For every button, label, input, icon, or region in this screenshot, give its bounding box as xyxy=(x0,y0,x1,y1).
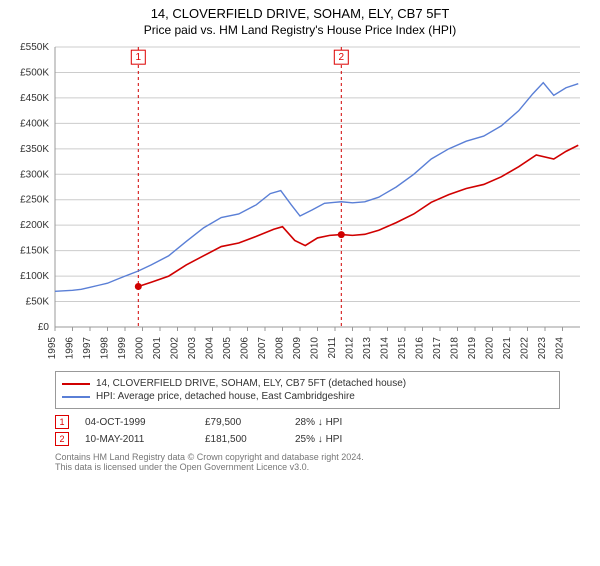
sale-delta: 28% ↓ HPI xyxy=(295,417,385,428)
svg-text:2012: 2012 xyxy=(345,337,356,360)
svg-text:2018: 2018 xyxy=(450,337,461,360)
svg-text:2008: 2008 xyxy=(275,337,286,360)
svg-text:1995: 1995 xyxy=(47,337,58,360)
svg-text:2009: 2009 xyxy=(292,337,303,360)
svg-text:£350K: £350K xyxy=(20,144,49,155)
svg-text:£150K: £150K xyxy=(20,246,49,257)
svg-text:2021: 2021 xyxy=(502,337,513,360)
svg-text:1998: 1998 xyxy=(100,337,111,360)
marker-label-2: 2 xyxy=(339,52,345,63)
svg-text:1997: 1997 xyxy=(82,337,93,360)
svg-text:2007: 2007 xyxy=(257,337,268,360)
sale-price: £79,500 xyxy=(205,417,295,428)
svg-text:2002: 2002 xyxy=(170,337,181,360)
sale-price: £181,500 xyxy=(205,434,295,445)
svg-text:£0: £0 xyxy=(38,322,50,333)
sale-row: 1 04-OCT-1999£79,50028% ↓ HPI xyxy=(55,415,560,429)
svg-text:2015: 2015 xyxy=(397,337,408,360)
footer-attribution: Contains HM Land Registry data © Crown c… xyxy=(55,452,560,472)
svg-text:2003: 2003 xyxy=(187,337,198,360)
svg-text:2001: 2001 xyxy=(152,337,163,360)
svg-text:1999: 1999 xyxy=(117,337,128,360)
svg-text:2022: 2022 xyxy=(520,337,531,360)
legend-box: 14, CLOVERFIELD DRIVE, SOHAM, ELY, CB7 5… xyxy=(55,371,560,409)
svg-text:2014: 2014 xyxy=(380,337,391,360)
legend-swatch xyxy=(62,383,90,385)
sale-marker-box: 2 xyxy=(55,432,69,446)
footer-line1: Contains HM Land Registry data © Crown c… xyxy=(55,452,560,462)
svg-text:2019: 2019 xyxy=(467,337,478,360)
sale-marker-box: 1 xyxy=(55,415,69,429)
svg-text:2017: 2017 xyxy=(432,337,443,360)
svg-text:£50K: £50K xyxy=(26,297,50,308)
sale-row: 2 10-MAY-2011£181,50025% ↓ HPI xyxy=(55,432,560,446)
chart-title-address: 14, CLOVERFIELD DRIVE, SOHAM, ELY, CB7 5… xyxy=(0,6,600,21)
svg-text:£250K: £250K xyxy=(20,195,49,206)
svg-text:£300K: £300K xyxy=(20,169,49,180)
svg-text:£200K: £200K xyxy=(20,220,49,231)
legend-row: HPI: Average price, detached house, East… xyxy=(62,391,553,402)
sale-point xyxy=(338,231,345,238)
sale-date: 04-OCT-1999 xyxy=(85,417,205,428)
svg-text:£550K: £550K xyxy=(20,42,49,53)
svg-text:2024: 2024 xyxy=(555,337,566,360)
svg-text:£100K: £100K xyxy=(20,271,49,282)
sale-point xyxy=(135,283,142,290)
legend-label: HPI: Average price, detached house, East… xyxy=(96,391,355,402)
svg-text:2000: 2000 xyxy=(135,337,146,360)
footer-line2: This data is licensed under the Open Gov… xyxy=(55,462,560,472)
svg-text:2006: 2006 xyxy=(240,337,251,360)
chart-container: £0 £50K £100K £150K £200K £250K £300K £350K £400… xyxy=(0,37,600,367)
svg-text:2013: 2013 xyxy=(362,337,373,360)
svg-text:£450K: £450K xyxy=(20,93,49,104)
svg-text:2011: 2011 xyxy=(327,337,338,359)
price-chart: £0 £50K £100K £150K £200K £250K £300K £350K £400… xyxy=(0,37,600,367)
chart-title-sub: Price paid vs. HM Land Registry's House … xyxy=(0,23,600,37)
legend-swatch xyxy=(62,396,90,398)
svg-text:2005: 2005 xyxy=(222,337,233,360)
svg-text:2004: 2004 xyxy=(205,337,216,360)
svg-text:2016: 2016 xyxy=(415,337,426,360)
legend-label: 14, CLOVERFIELD DRIVE, SOHAM, ELY, CB7 5… xyxy=(96,378,406,389)
legend-row: 14, CLOVERFIELD DRIVE, SOHAM, ELY, CB7 5… xyxy=(62,378,553,389)
svg-text:1996: 1996 xyxy=(65,337,76,360)
svg-text:£500K: £500K xyxy=(20,67,49,78)
sales-table: 1 04-OCT-1999£79,50028% ↓ HPI 2 10-MAY-2011… xyxy=(55,415,560,446)
marker-label-1: 1 xyxy=(136,52,142,63)
svg-text:2023: 2023 xyxy=(537,337,548,360)
svg-text:2010: 2010 xyxy=(310,337,321,360)
svg-text:2020: 2020 xyxy=(485,337,496,360)
svg-text:£400K: £400K xyxy=(20,118,49,129)
sale-date: 10-MAY-2011 xyxy=(85,434,205,445)
sale-delta: 25% ↓ HPI xyxy=(295,434,385,445)
